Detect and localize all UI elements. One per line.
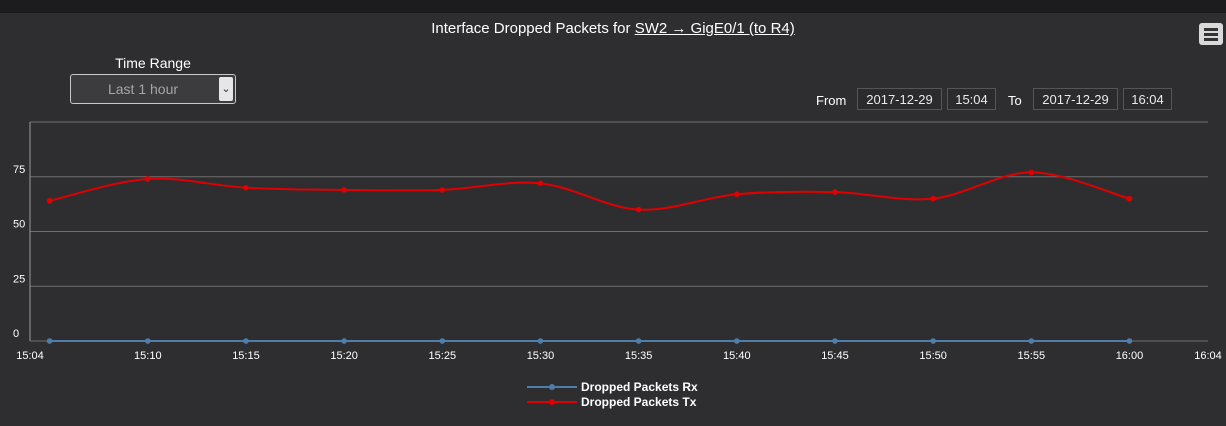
series-line-tx [49,171,1130,211]
data-point-rx-1535 [635,338,642,344]
data-point-rx-1530 [537,338,544,344]
title-prefix: Interface Dropped Packets for [431,20,631,37]
data-point-rx-1555 [1028,338,1035,344]
data-point-rx-1520 [341,338,347,344]
x-tick-label-1600: 16:00 [1116,350,1144,362]
data-point-tx-1555 [1028,169,1035,176]
x-tick-label-1530: 15:30 [527,350,555,362]
to-date-input[interactable]: 2017-12-29 [1033,88,1118,110]
legend-label-tx: Dropped Packets Tx [581,395,697,409]
chart-title: Interface Dropped Packets for SW2 → GigE… [0,20,1226,37]
legend-label-rx: Dropped Packets Rx [581,380,698,394]
chevron-down-icon: ⌄ [219,77,233,101]
x-tick-label-1535: 15:35 [625,350,653,362]
to-label: To [1008,93,1022,108]
x-tick-label-1525: 15:25 [429,350,457,362]
y-tick-label-0: 0 [13,328,19,340]
data-point-tx-1600 [1126,195,1133,202]
data-point-tx-1510 [145,176,151,182]
x-tick-label-1520: 15:20 [330,350,358,362]
data-point-tx-1525 [439,187,446,193]
data-point-tx-1540 [734,191,740,198]
x-tick-label-1504: 15:04 [16,350,44,362]
data-point-tx-1520 [341,187,347,193]
interface-link[interactable]: SW2 → GigE0/1 (to R4) [634,20,795,37]
x-tick-label-1550: 15:50 [919,350,947,362]
top-strip [0,0,1226,13]
x-tick-label-1545: 15:45 [821,350,849,362]
data-point-rx-1550 [930,338,936,344]
data-point-tx-1505 [46,198,53,204]
time-range-value: Last 1 hour [107,81,179,97]
from-label: From [816,93,847,108]
x-tick-label-1510: 15:10 [134,350,162,362]
from-time-input[interactable]: 15:04 [947,88,996,110]
data-point-tx-1535 [635,206,642,213]
hamburger-menu-icon[interactable] [1199,23,1223,45]
data-point-rx-1510 [145,338,151,344]
x-tick-label-1540: 15:40 [723,350,751,362]
data-point-tx-1530 [537,180,544,187]
data-point-rx-1525 [439,338,446,344]
time-range-select[interactable]: Last 1 hour ⌄ [70,74,236,104]
y-tick-label-50: 50 [13,219,25,231]
data-point-rx-1540 [734,338,740,344]
data-point-tx-1515 [243,184,249,191]
data-point-tx-1545 [832,189,838,195]
data-point-rx-1600 [1126,338,1133,344]
x-tick-label-1555: 15:55 [1018,350,1046,362]
from-date-input[interactable]: 2017-12-29 [857,88,942,110]
time-range-label: Time Range [115,55,191,71]
x-tick-label-1604: 16:04 [1194,350,1222,362]
data-point-rx-1545 [832,338,838,344]
x-tick-label-1515: 15:15 [232,350,260,362]
data-point-rx-1505 [46,338,53,344]
y-tick-label-75: 75 [13,164,25,176]
to-time-input[interactable]: 16:04 [1123,88,1172,110]
data-point-rx-1515 [243,338,249,344]
data-point-tx-1550 [930,195,936,202]
y-tick-label-25: 25 [13,273,25,285]
